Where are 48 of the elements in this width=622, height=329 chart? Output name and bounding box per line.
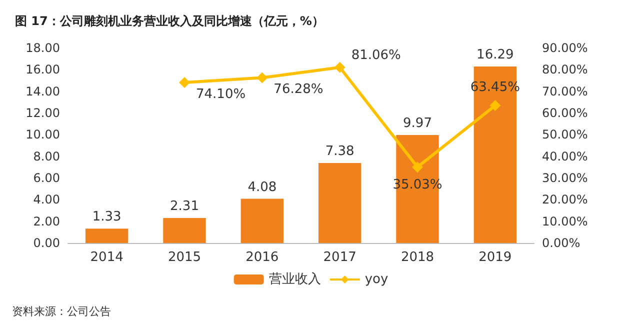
y2-tick-label: 20.00% — [542, 192, 588, 207]
point — [412, 162, 423, 173]
bar — [163, 218, 206, 243]
point — [256, 72, 268, 84]
point — [334, 62, 346, 73]
bar — [85, 228, 128, 243]
x-tick-label: 2015 — [168, 250, 202, 265]
legend-label: yoy — [364, 272, 388, 287]
data-label: 7.38 — [325, 144, 354, 160]
y2-tick-label: 80.00% — [542, 62, 588, 77]
y2-tick-label: 70.00% — [542, 84, 588, 98]
legend-label: 营业收入 — [268, 272, 321, 287]
y-tick-label: 10.00 — [26, 128, 60, 142]
y-tick-label: 6.00 — [33, 171, 60, 185]
data-label: 2.31 — [170, 198, 199, 214]
x-tick-label: 2018 — [400, 250, 434, 265]
y-tick-label: 16.00 — [26, 62, 60, 77]
y-tick-label: 14.00 — [26, 84, 60, 98]
data-label: 76.28% — [274, 82, 324, 98]
y2-tick-label: 90.00% — [542, 41, 588, 55]
data-label: 1.33 — [92, 210, 122, 225]
data-label: 16.29 — [476, 48, 514, 63]
y2-tick-label: 10.00% — [542, 214, 588, 228]
x-tick-label: 2019 — [478, 250, 512, 265]
y-tick-label: 4.00 — [33, 192, 60, 207]
x-tick-label: 2014 — [90, 250, 124, 265]
point — [490, 100, 501, 112]
y-tick-label: 0.00 — [33, 236, 60, 250]
bar — [240, 198, 284, 243]
bar — [318, 163, 362, 243]
y-tick-label: 8.00 — [33, 149, 60, 164]
y2-tick-label: 40.00% — [542, 149, 588, 164]
y2-tick-label: 60.00% — [542, 106, 588, 120]
y-tick-label: 18.00 — [26, 41, 60, 55]
data-label: 9.97 — [403, 116, 432, 131]
y-tick-label: 12.00 — [26, 106, 60, 120]
data-label: 81.06% — [351, 48, 401, 63]
point — [179, 76, 190, 88]
y2-tick-label: 0.00% — [542, 236, 580, 250]
data-label: 74.10% — [196, 86, 246, 102]
chart-title: 图 17：公司雕刻机业务营业收入及同比增速（亿元，%） — [15, 14, 324, 28]
x-tick-label: 2017 — [323, 250, 356, 265]
data-label: 4.08 — [248, 180, 277, 195]
y2-tick-label: 50.00% — [542, 128, 588, 142]
y-tick-label: 2.00 — [33, 214, 60, 228]
y2-tick-label: 30.00% — [542, 171, 588, 185]
text: 资料来源：公司公告 — [12, 305, 111, 318]
x-tick-label: 2016 — [246, 250, 279, 265]
